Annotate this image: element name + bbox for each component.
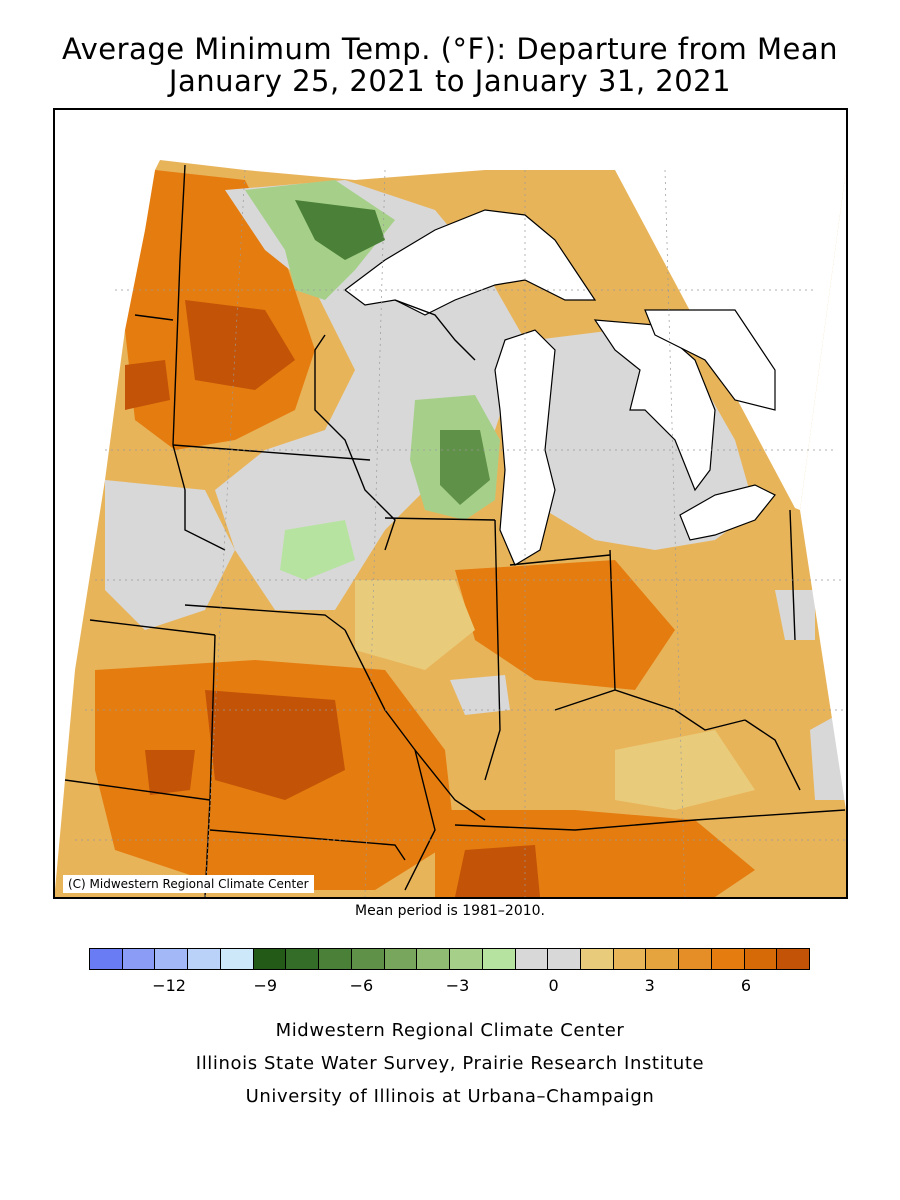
legend-swatch (548, 949, 582, 969)
mean-period-note: Mean period is 1981–2010. (355, 903, 545, 919)
map-frame: (C) Midwestern Regional Climate Center (53, 108, 848, 899)
legend-swatch (155, 949, 189, 969)
color-legend (89, 948, 810, 970)
upper-land-ontario (644, 309, 776, 411)
region-indiana-gray (450, 675, 510, 715)
legend-swatch (711, 949, 745, 969)
mask-top (160, 110, 846, 510)
border-ky-tn (454, 809, 846, 831)
legend-swatch (581, 949, 614, 969)
legend-swatch (384, 949, 418, 969)
legend-swatch (253, 949, 287, 969)
credit-line-1: Midwestern Regional Climate Center (275, 1020, 625, 1041)
mask-right (800, 170, 846, 810)
border-in-oh (609, 549, 616, 691)
region-iowa-green (280, 520, 355, 580)
legend-swatch (613, 949, 647, 969)
legend-swatch (220, 949, 254, 969)
legend-swatch (417, 949, 451, 969)
region-northwest-dark (185, 300, 295, 390)
legend-swatch (646, 949, 680, 969)
border-il-ky (414, 749, 486, 821)
border-ne-ks (89, 619, 216, 636)
region-lightyellow-band (355, 580, 475, 670)
region-west-dark (125, 360, 170, 410)
region-northshore-darkgreen (295, 200, 385, 260)
lake-erie (679, 484, 776, 541)
legend-tick-label: 3 (644, 976, 655, 995)
border-sd-west (134, 314, 174, 321)
region-missouri-dark (205, 690, 345, 800)
border-mn-ia (172, 444, 226, 551)
legend-swatch (777, 949, 810, 969)
legend-tick-label: −9 (253, 976, 278, 995)
border-nd-sd (172, 444, 371, 461)
legend-swatch (122, 949, 156, 969)
legend-swatch (319, 949, 352, 969)
legend-swatch (482, 949, 516, 969)
border-mississippi (344, 629, 436, 891)
legend-swatch (450, 949, 483, 969)
legend-tick-label: 0 (548, 976, 559, 995)
legend-tick-label: −12 (152, 976, 186, 995)
mask-left (55, 110, 160, 890)
departure-map (55, 110, 846, 897)
legend-tick-label: 6 (740, 976, 751, 995)
border-mo-ar (209, 829, 406, 861)
region-kansas-dark (145, 750, 195, 795)
border-mn-west (172, 164, 186, 446)
border-wi-il (384, 517, 496, 521)
region-tennessee-dark (455, 845, 540, 897)
border-mi-in (509, 554, 611, 566)
legend-tick-label: −6 (349, 976, 374, 995)
map-title-line2: January 25, 2021 to January 31, 2021 (168, 64, 732, 98)
region-ohio-gray (775, 590, 815, 640)
state-borders (64, 164, 846, 897)
border-il-in (484, 519, 501, 781)
credit-line-3: University of Illinois at Urbana–Champai… (245, 1086, 655, 1107)
legend-swatch (679, 949, 712, 969)
legend-swatch (351, 949, 385, 969)
region-nebraska-gray (105, 480, 235, 630)
credit-line-2: Illinois State Water Survey, Prairie Res… (195, 1053, 705, 1074)
legend-swatch (188, 949, 221, 969)
border-oh-pa (789, 509, 796, 641)
border-ky-wv (744, 719, 801, 791)
border-mn-wi (314, 334, 396, 551)
region-indiana-orange (455, 560, 675, 690)
legend-swatch (744, 949, 778, 969)
latlon-grid (75, 169, 845, 897)
copyright-label: (C) Midwestern Regional Climate Center (63, 875, 314, 893)
legend-swatch (286, 949, 320, 969)
map-title-line1: Average Minimum Temp. (°F): Departure fr… (61, 32, 839, 66)
border-ks-ok (64, 779, 211, 801)
region-lightyellow-se (615, 730, 755, 810)
legend-swatch (515, 949, 549, 969)
lake-huron (593, 319, 716, 492)
legend-tick-label: −3 (445, 976, 470, 995)
lake-superior (344, 209, 597, 316)
border-wi-mi (394, 299, 476, 361)
border-ia-mo (184, 604, 346, 631)
legend-swatch (90, 949, 123, 969)
region-wisconsin-darkgreen (440, 430, 490, 505)
